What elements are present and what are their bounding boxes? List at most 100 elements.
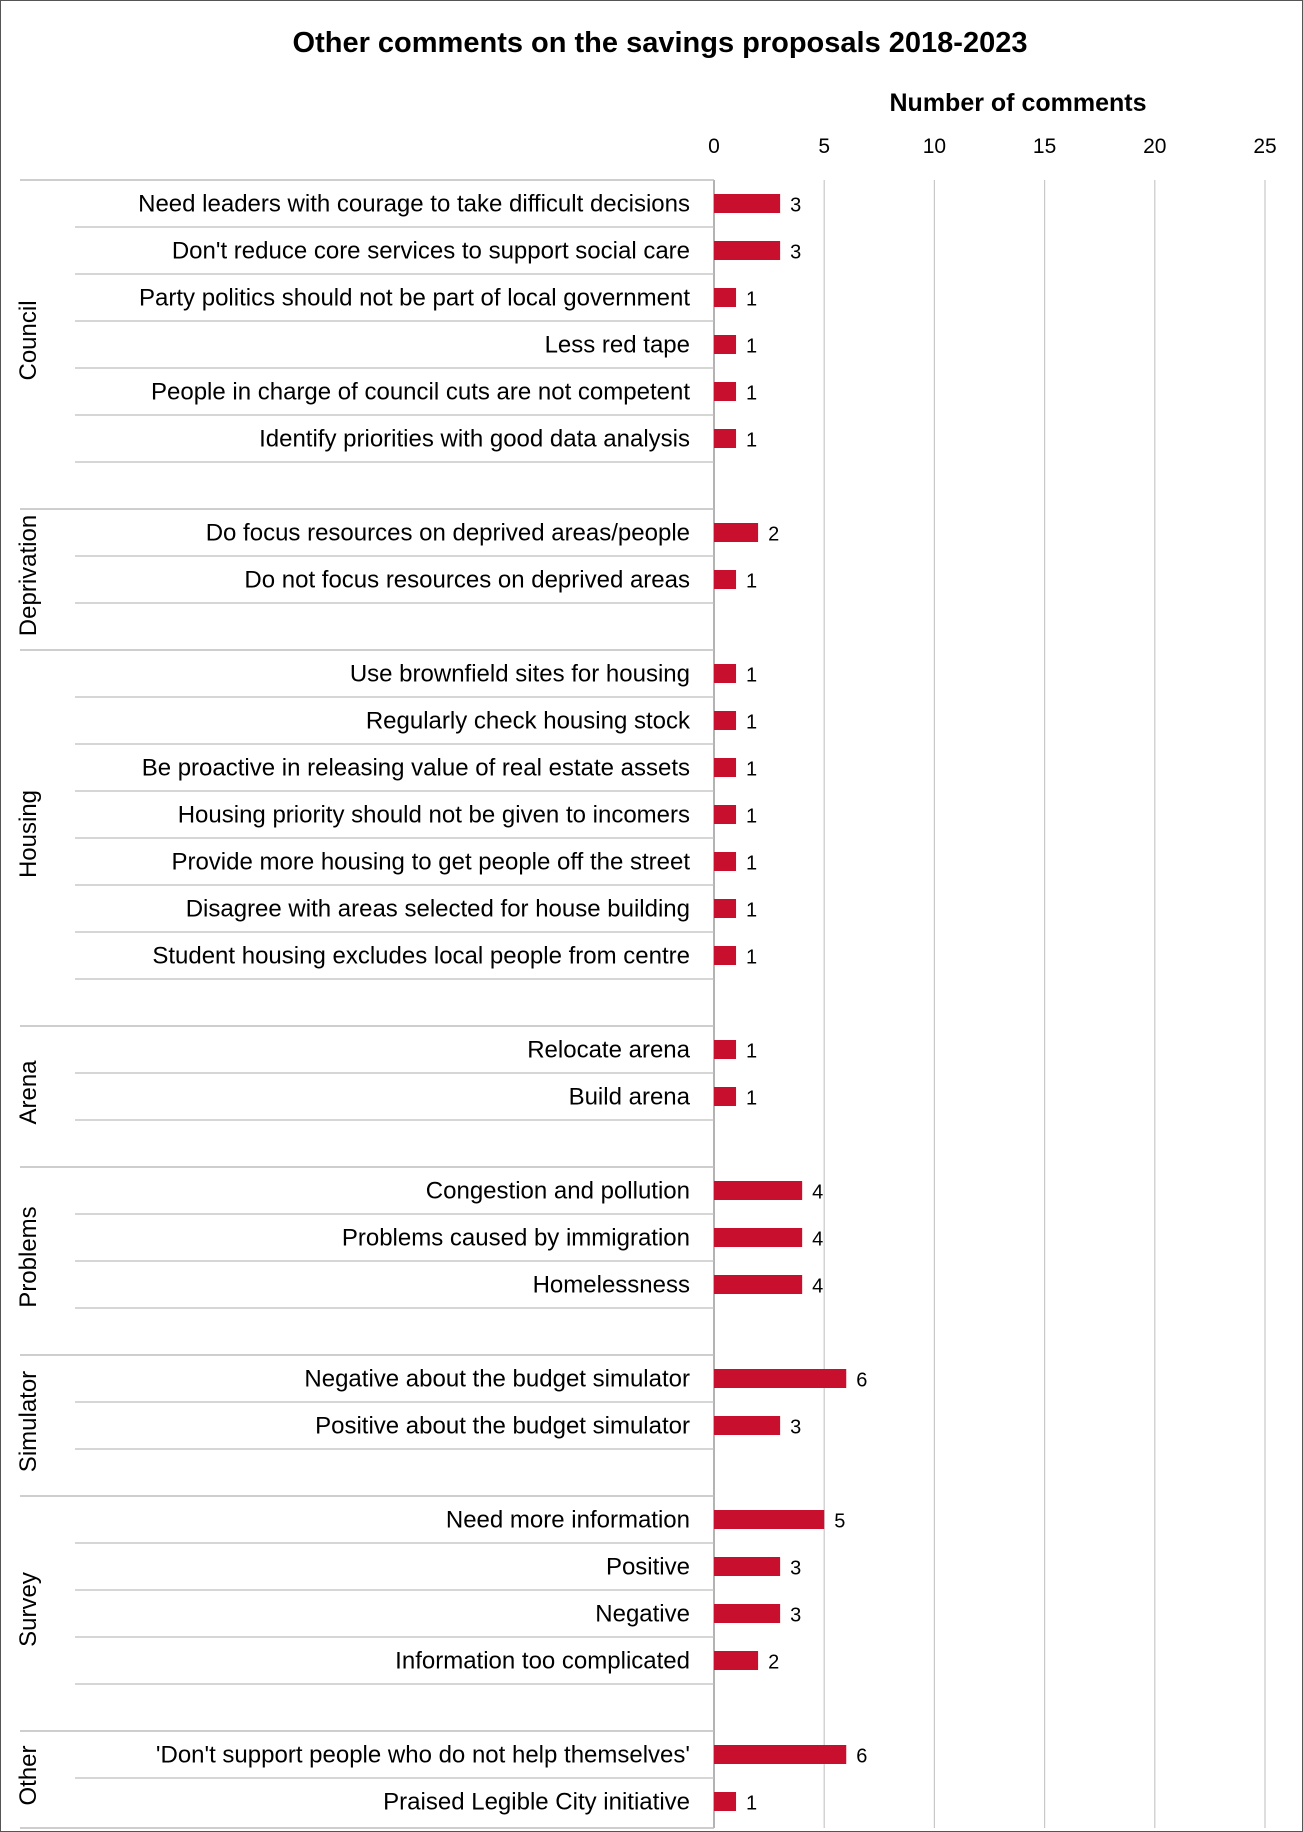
bars: [714, 194, 847, 1811]
bar: [714, 1651, 759, 1670]
bar: [714, 429, 737, 448]
category-label: Do focus resources on deprived areas/peo…: [206, 520, 690, 547]
bar: [714, 899, 737, 918]
group-label: Survey: [15, 1572, 42, 1647]
category-label: Party politics should not be part of loc…: [139, 285, 690, 312]
category-label: Provide more housing to get people off t…: [171, 849, 690, 876]
chart-title: Other comments on the savings proposals …: [293, 27, 1028, 59]
x-axis-title: Number of comments: [890, 89, 1147, 117]
group-label: Deprivation: [15, 515, 42, 636]
data-label: 1: [746, 1793, 757, 1815]
bar: [714, 570, 737, 589]
bar: [714, 1369, 847, 1388]
bar: [714, 288, 737, 307]
data-label: 1: [746, 289, 757, 311]
x-tick-label: 15: [1033, 135, 1056, 158]
x-tick-labels: 0 5 10 15 20 25: [708, 135, 1277, 158]
category-labels: Need leaders with courage to take diffic…: [138, 191, 691, 1816]
group-label: Arena: [15, 1060, 42, 1125]
data-label: 3: [790, 1605, 801, 1627]
data-label: 1: [746, 759, 757, 781]
data-label: 4: [812, 1276, 823, 1298]
category-label: Don't reduce core services to support so…: [172, 238, 690, 265]
data-label: 1: [746, 900, 757, 922]
category-label: Use brownfield sites for housing: [350, 661, 690, 688]
data-label: 4: [812, 1182, 823, 1204]
data-label: 1: [746, 947, 757, 969]
data-label: 1: [746, 1088, 757, 1110]
group-label: Simulator: [15, 1371, 42, 1472]
gridlines: [713, 180, 1266, 1828]
group-label: Housing: [15, 790, 42, 878]
category-label: Need leaders with courage to take diffic…: [138, 191, 690, 218]
bar: [714, 523, 759, 542]
bar: [714, 1181, 803, 1200]
bar: [714, 664, 737, 683]
data-label: 1: [746, 571, 757, 593]
row-separators: [20, 179, 714, 1829]
data-label: 1: [746, 336, 757, 358]
bar: [714, 711, 737, 730]
data-label: 1: [746, 383, 757, 405]
data-label: 1: [746, 806, 757, 828]
data-label: 1: [746, 665, 757, 687]
data-label: 3: [790, 1417, 801, 1439]
bar: [714, 1228, 803, 1247]
bar: [714, 852, 737, 871]
category-label: Positive: [606, 1554, 690, 1581]
category-label: Disagree with areas selected for house b…: [186, 896, 690, 923]
group-label: Council: [15, 300, 42, 380]
group-labels: Council Deprivation Housing Arena Problems Si…: [15, 300, 42, 1805]
category-label: Congestion and pollution: [426, 1178, 690, 1205]
category-label: Praised Legible City initiative: [383, 1789, 690, 1816]
data-label: 1: [746, 430, 757, 452]
bar: [714, 1510, 825, 1529]
bar: [714, 1275, 803, 1294]
bar: [714, 1416, 781, 1435]
bar: [714, 1040, 737, 1059]
x-tick-label: 5: [818, 135, 830, 158]
data-label: 5: [834, 1511, 845, 1533]
bar: [714, 1087, 737, 1106]
category-label: Relocate arena: [527, 1037, 690, 1064]
category-label: Regularly check housing stock: [366, 708, 691, 735]
bar: [714, 1745, 847, 1764]
category-label: 'Don't support people who do not help th…: [156, 1742, 690, 1769]
bar: [714, 1557, 781, 1576]
bar: [714, 758, 737, 777]
x-tick-label: 0: [708, 135, 720, 158]
value-labels: 3 3 1 1 1 1 2 1 1 1 1 1 1 1 1 1 1 4 4 4 6 3 5 3 3 2 6 1: [746, 195, 867, 1815]
data-label: 3: [790, 1558, 801, 1580]
category-label: Homelessness: [533, 1272, 690, 1299]
bar: [714, 946, 737, 965]
data-label: 6: [856, 1746, 867, 1768]
category-label: Do not focus resources on deprived areas: [244, 567, 690, 594]
category-label: Need more information: [446, 1507, 690, 1534]
x-tick-label: 25: [1253, 135, 1276, 158]
category-label: Identify priorities with good data analy…: [259, 426, 690, 453]
bar: [714, 335, 737, 354]
category-label: Negative: [595, 1601, 690, 1628]
x-tick-label: 20: [1143, 135, 1166, 158]
category-label: Information too complicated: [395, 1648, 690, 1675]
data-label: 2: [768, 1652, 779, 1674]
data-label: 2: [768, 524, 779, 546]
bar: [714, 241, 781, 260]
category-label: Negative about the budget simulator: [304, 1366, 690, 1393]
x-tick-label: 10: [923, 135, 946, 158]
data-label: 1: [746, 712, 757, 734]
bar: [714, 382, 737, 401]
category-label: Build arena: [569, 1084, 691, 1111]
data-label: 1: [746, 853, 757, 875]
data-label: 3: [790, 242, 801, 264]
data-label: 4: [812, 1229, 823, 1251]
data-label: 3: [790, 195, 801, 217]
category-label: Problems caused by immigration: [342, 1225, 690, 1252]
category-label: People in charge of council cuts are not…: [151, 379, 690, 406]
data-label: 1: [746, 1041, 757, 1063]
category-label: Positive about the budget simulator: [315, 1413, 690, 1440]
bar: [714, 1604, 781, 1623]
category-label: Student housing excludes local people fr…: [152, 943, 690, 970]
